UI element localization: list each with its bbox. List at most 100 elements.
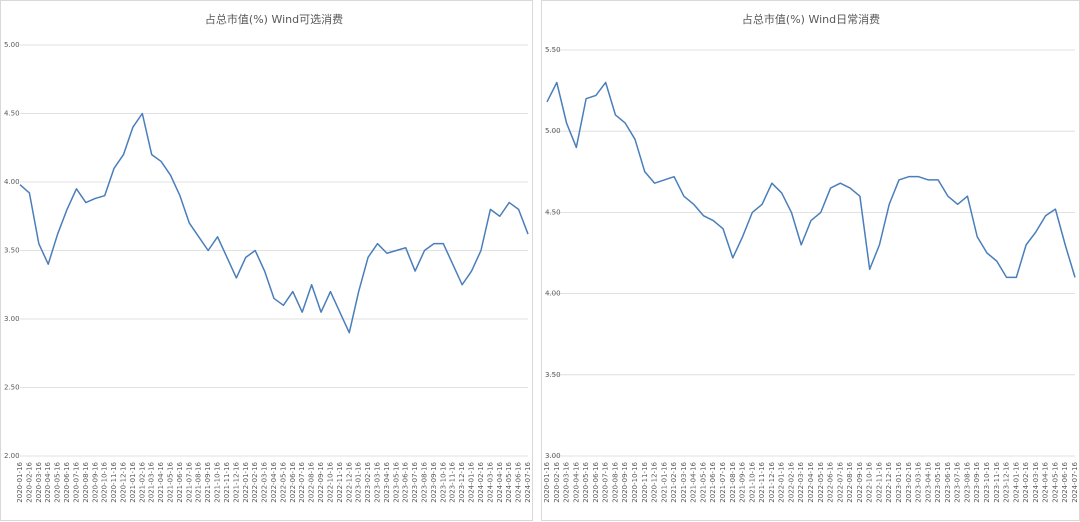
x-tick-label: 2023-02-16 bbox=[364, 461, 372, 502]
y-tick-label: 5.00 bbox=[4, 41, 20, 49]
x-tick-label: 2024-07-16 bbox=[1071, 461, 1079, 502]
x-tick-label: 2020-10-16 bbox=[631, 461, 639, 502]
x-tick-label: 2021-11-16 bbox=[758, 461, 766, 502]
x-tick-label: 2022-02-16 bbox=[251, 461, 259, 502]
x-tick-label: 2023-03-16 bbox=[373, 461, 381, 502]
x-tick-label: 2020-07-16 bbox=[72, 461, 80, 502]
x-tick-label: 2020-04-16 bbox=[572, 461, 580, 502]
x-tick-label: 2020-09-16 bbox=[621, 461, 629, 502]
x-tick-label: 2023-04-16 bbox=[924, 461, 932, 502]
x-tick-label: 2022-05-16 bbox=[817, 461, 825, 502]
x-tick-label: 2020-02-16 bbox=[553, 461, 561, 502]
x-tick-label: 2021-09-16 bbox=[204, 461, 212, 502]
x-tick-label: 2020-05-16 bbox=[582, 461, 590, 502]
x-tick-label: 2024-04-16 bbox=[496, 461, 504, 502]
x-tick-label: 2022-11-16 bbox=[336, 461, 344, 502]
x-tick-label: 2021-01-16 bbox=[660, 461, 668, 502]
x-tick-label: 2022-06-16 bbox=[289, 461, 297, 502]
x-tick-label: 2022-09-16 bbox=[856, 461, 864, 502]
x-tick-label: 2023-09-16 bbox=[430, 461, 438, 502]
x-tick-label: 2020-10-16 bbox=[101, 461, 109, 502]
x-tick-label: 2024-02-16 bbox=[477, 461, 485, 502]
x-tick-label: 2020-12-16 bbox=[651, 461, 659, 502]
x-tick-label: 2024-06-16 bbox=[515, 461, 523, 502]
y-tick-label: 3.50 bbox=[4, 247, 20, 255]
x-tick-label: 2021-02-16 bbox=[138, 461, 146, 502]
x-tick-label: 2023-06-16 bbox=[402, 461, 410, 502]
chart-title: 占总市值(%) Wind可选消费 bbox=[205, 12, 343, 26]
x-tick-label: 2024-03-16 bbox=[1032, 461, 1040, 502]
x-tick-label: 2020-03-16 bbox=[35, 461, 43, 502]
data-line bbox=[19, 112, 529, 334]
x-tick-label: 2021-07-16 bbox=[719, 461, 727, 502]
x-tick-label: 2020-08-16 bbox=[611, 461, 619, 502]
y-tick-label: 3.00 bbox=[545, 452, 561, 460]
x-tick-label: 2023-03-16 bbox=[915, 461, 923, 502]
x-tick-label: 2020-08-16 bbox=[82, 461, 90, 502]
x-tick-label: 2021-01-16 bbox=[129, 461, 137, 502]
y-tick-label: 4.00 bbox=[4, 178, 20, 186]
x-tick-label: 2020-06-16 bbox=[592, 461, 600, 502]
x-tick-label: 2023-01-16 bbox=[355, 461, 363, 502]
x-tick-label: 2023-06-16 bbox=[944, 461, 952, 502]
x-tick-label: 2024-04-16 bbox=[1042, 461, 1050, 502]
x-tick-label: 2021-12-16 bbox=[768, 461, 776, 502]
chart-panel: 占总市值(%) Wind日常消费 3.00 3.50 4.00 4.50 5.00 5.50… bbox=[541, 0, 1080, 521]
x-tick-label: 2021-08-16 bbox=[195, 461, 203, 502]
x-tick-label: 2022-05-16 bbox=[279, 461, 287, 502]
y-tick-label: 3.00 bbox=[4, 315, 20, 323]
x-tick-label: 2021-07-16 bbox=[185, 461, 193, 502]
x-tick-label: 2022-07-16 bbox=[836, 461, 844, 502]
x-tick-label: 2021-05-16 bbox=[699, 461, 707, 502]
x-tick-label: 2022-03-16 bbox=[261, 461, 269, 502]
chart-title: 占总市值(%) Wind日常消费 bbox=[742, 12, 880, 26]
x-tick-label: 2021-06-16 bbox=[176, 461, 184, 502]
x-tick-label: 2021-04-16 bbox=[690, 461, 698, 502]
x-tick-label: 2022-06-16 bbox=[827, 461, 835, 502]
x-tick-label: 2020-12-16 bbox=[119, 461, 127, 502]
x-tick-label: 2020-05-16 bbox=[54, 461, 62, 502]
x-tick-label: 2023-07-16 bbox=[954, 461, 962, 502]
x-tick-label: 2023-05-16 bbox=[392, 461, 400, 502]
x-tick-label: 2023-08-16 bbox=[963, 461, 971, 502]
x-tick-label: 2023-10-16 bbox=[439, 461, 447, 502]
x-tick-label: 2024-05-16 bbox=[505, 461, 513, 502]
x-tick-label: 2023-07-16 bbox=[411, 461, 419, 502]
x-tick-label: 2024-06-16 bbox=[1061, 461, 1069, 502]
x-tick-label: 2023-09-16 bbox=[973, 461, 981, 502]
chart-frame bbox=[0, 0, 533, 521]
x-tick-label: 2021-08-16 bbox=[729, 461, 737, 502]
x-tick-label: 2020-06-16 bbox=[63, 461, 71, 502]
x-tick-label: 2022-03-16 bbox=[797, 461, 805, 502]
x-tick-label: 2023-11-16 bbox=[993, 461, 1001, 502]
x-tick-label: 2024-01-16 bbox=[1012, 461, 1020, 502]
x-tick-label: 2022-04-16 bbox=[270, 461, 278, 502]
x-tick-label: 2021-05-16 bbox=[167, 461, 175, 502]
x-tick-label: 2024-05-16 bbox=[1051, 461, 1059, 502]
x-tick-label: 2023-04-16 bbox=[383, 461, 391, 502]
x-tick-label: 2020-11-16 bbox=[110, 461, 118, 502]
x-tick-label: 2022-11-16 bbox=[875, 461, 883, 502]
x-tick-label: 2022-10-16 bbox=[866, 461, 874, 502]
x-tick-label: 2022-08-16 bbox=[846, 461, 854, 502]
x-tick-label: 2020-01-16 bbox=[16, 461, 24, 502]
x-tick-label: 2023-12-16 bbox=[1003, 461, 1011, 502]
x-tick-label: 2020-04-16 bbox=[44, 461, 52, 502]
x-tick-label: 2022-10-16 bbox=[326, 461, 334, 502]
x-tick-label: 2023-12-16 bbox=[458, 461, 466, 502]
chart-frame bbox=[541, 0, 1080, 521]
x-tick-label: 2024-01-16 bbox=[468, 461, 476, 502]
chart-panel: 占总市值(%) Wind可选消费 2.00 2.50 3.00 3.50 4.00 4.50… bbox=[0, 0, 533, 521]
x-tick-label: 2021-12-16 bbox=[232, 461, 240, 502]
x-tick-label: 2020-09-16 bbox=[91, 461, 99, 502]
x-tick-label: 2022-12-16 bbox=[345, 461, 353, 502]
x-tick-label: 2023-10-16 bbox=[983, 461, 991, 502]
y-tick-label: 2.50 bbox=[4, 384, 20, 392]
x-tick-label: 2023-08-16 bbox=[421, 461, 429, 502]
y-tick-label: 4.00 bbox=[545, 290, 561, 298]
x-tick-label: 2021-04-16 bbox=[157, 461, 165, 502]
x-tick-label: 2022-12-16 bbox=[885, 461, 893, 502]
x-tick-label: 2023-11-16 bbox=[449, 461, 457, 502]
